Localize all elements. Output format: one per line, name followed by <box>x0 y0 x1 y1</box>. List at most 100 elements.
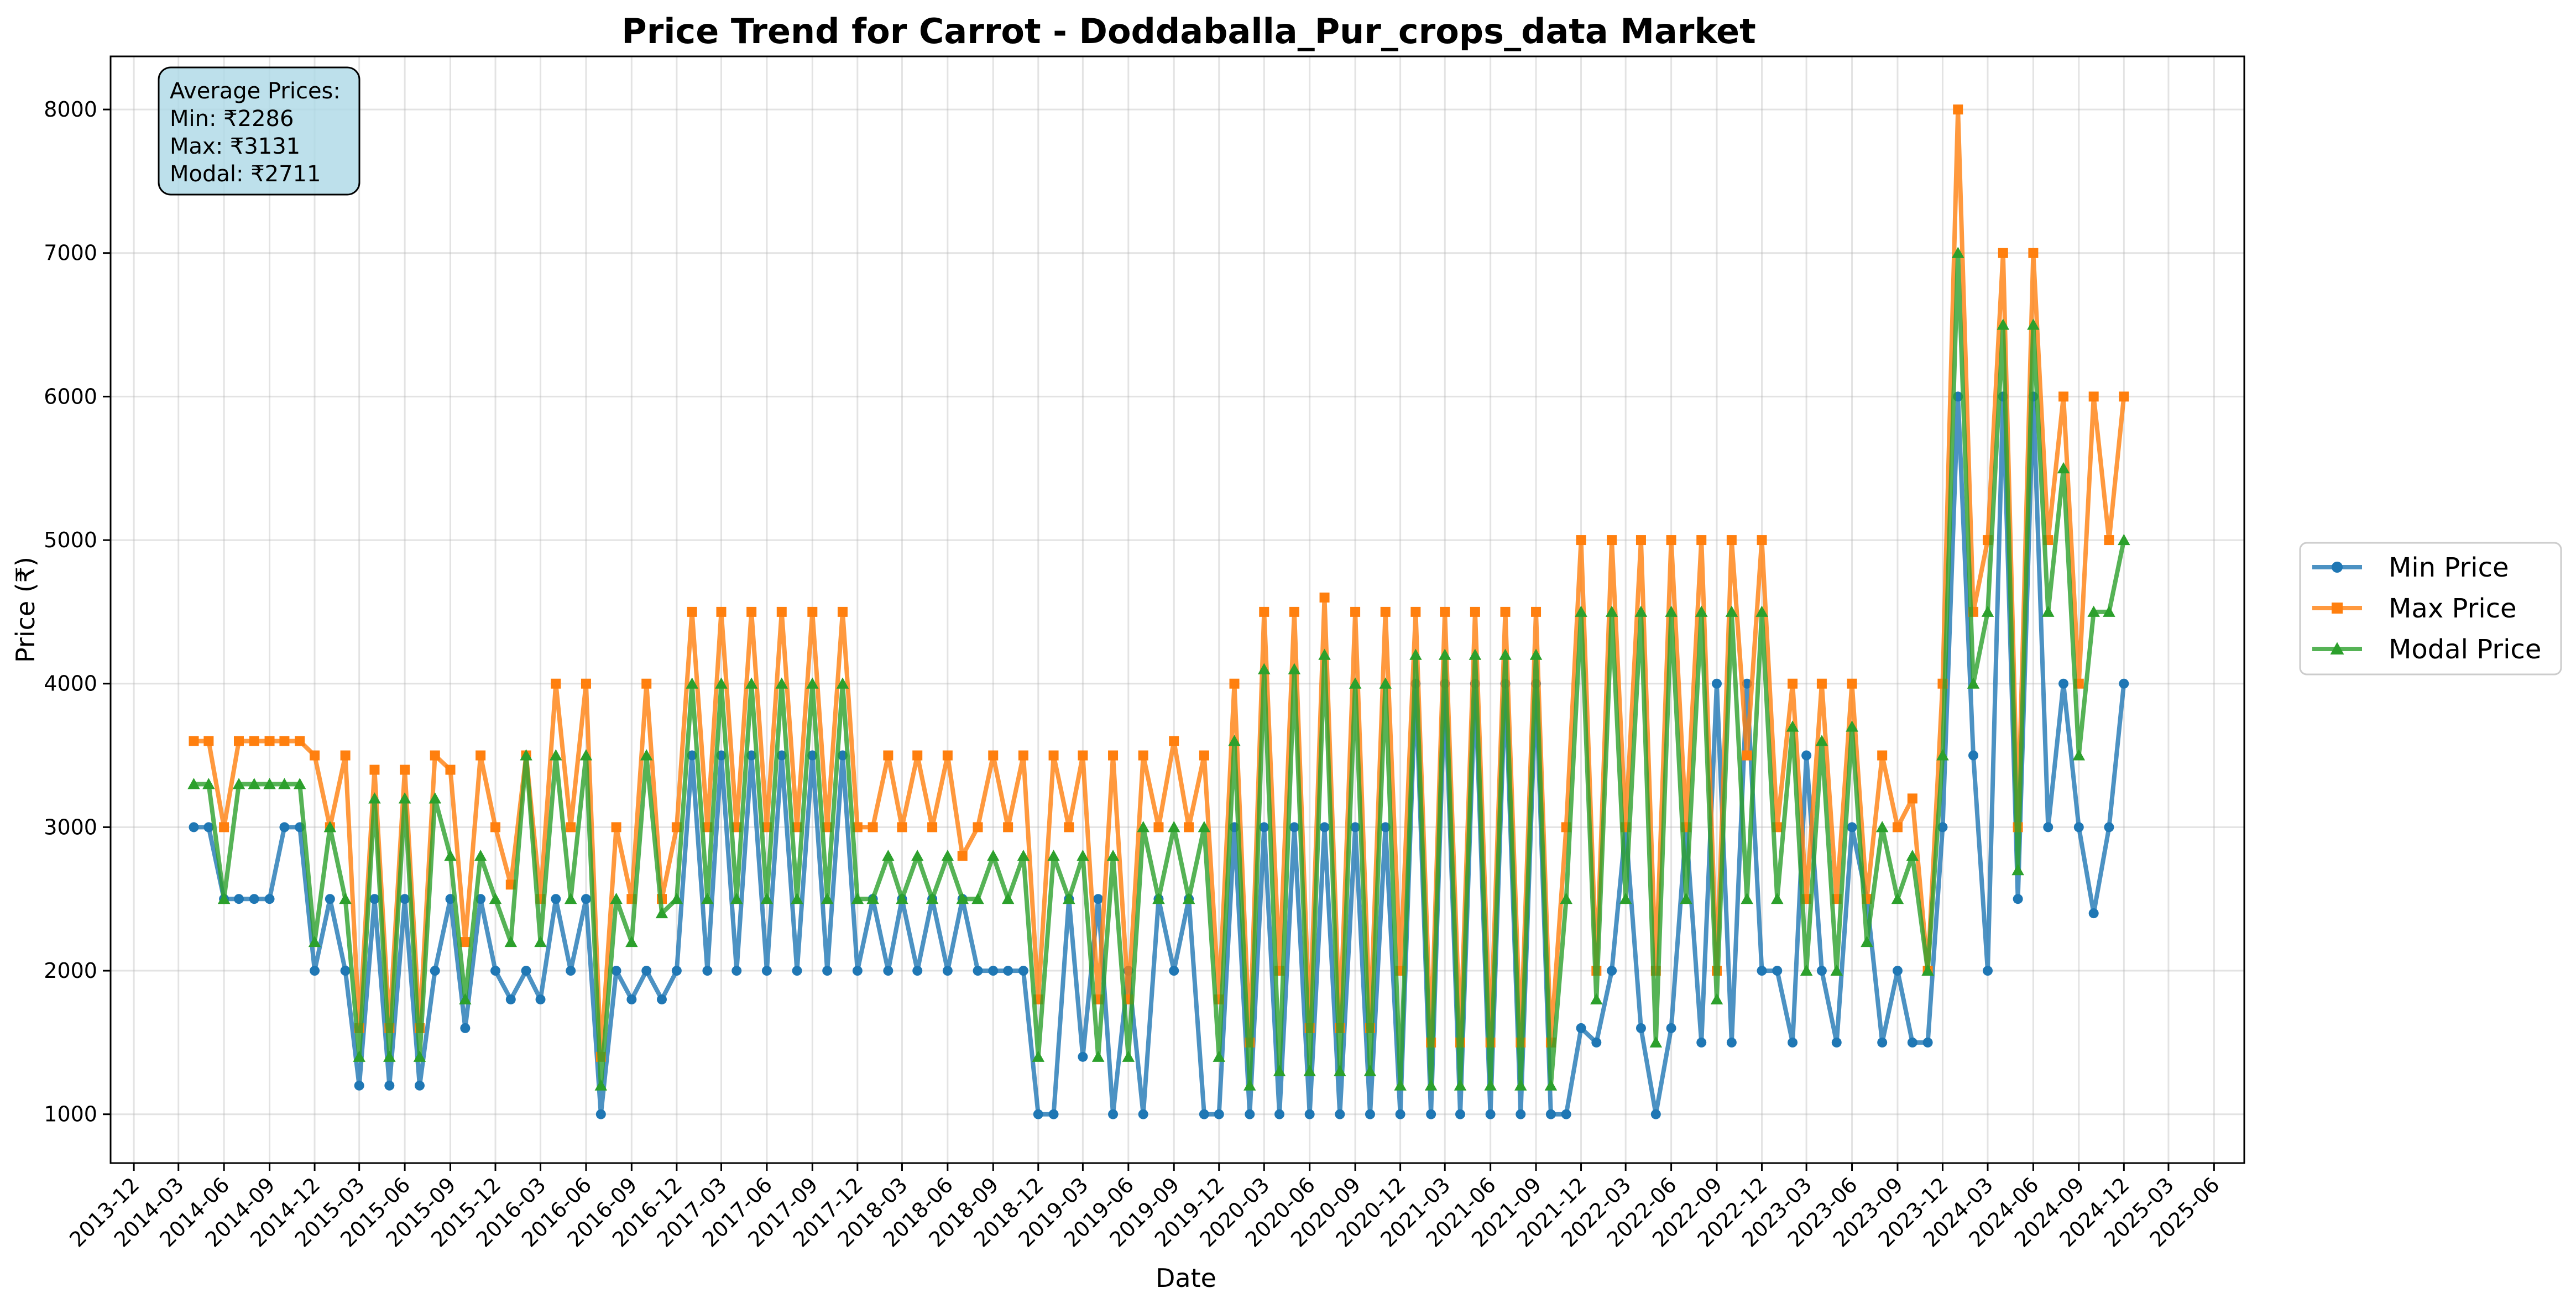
max-price-point <box>776 606 787 617</box>
min-price-point <box>1982 966 1993 976</box>
min-price-point <box>746 750 757 761</box>
legend-marker-min-price <box>2332 562 2343 573</box>
max-price-point <box>219 822 229 832</box>
min-price-point <box>1426 1109 1436 1119</box>
min-price-point <box>1561 1109 1571 1119</box>
modal-price-point <box>806 677 819 689</box>
max-price-point <box>310 750 320 761</box>
stats-min: Min: ₹2286 <box>170 106 294 132</box>
modal-price-point <box>1122 1050 1135 1062</box>
min-price-point <box>1516 1109 1526 1119</box>
min-price-point <box>1304 1109 1315 1119</box>
max-price-point <box>1018 750 1028 761</box>
modal-price-point <box>308 935 321 947</box>
modal-price-point <box>429 792 441 804</box>
modal-price-point <box>1921 964 1934 976</box>
min-price-point <box>1666 1023 1676 1033</box>
modal-price-point <box>2118 533 2130 546</box>
min-price-point <box>340 966 351 976</box>
max-price-point <box>340 750 351 761</box>
min-price-point <box>2104 822 2114 832</box>
min-price-point <box>400 894 410 904</box>
modal-price-point <box>1288 663 1301 674</box>
modal-price-point <box>550 749 562 761</box>
modal-price-point <box>1047 850 1060 861</box>
max-price-point <box>1666 535 1676 546</box>
modal-price-point <box>474 850 487 861</box>
modal-price-point <box>1846 720 1858 732</box>
max-price-point <box>761 822 772 832</box>
max-price-point <box>807 606 818 617</box>
min-price-point <box>2058 678 2069 689</box>
modal-price-point <box>1665 605 1678 617</box>
min-price-point <box>1395 1109 1405 1119</box>
modal-price-point <box>760 892 774 904</box>
max-price-point <box>852 822 863 832</box>
min-price-point <box>792 966 802 976</box>
modal-price-point <box>1936 749 1949 761</box>
modal-price-point <box>217 892 231 904</box>
modal-price-point <box>1575 605 1587 617</box>
min-price-point <box>1078 1051 1088 1062</box>
modal-price-point <box>1634 605 1648 617</box>
min-price-point <box>1591 1037 1602 1048</box>
modal-price-point <box>202 778 215 789</box>
max-price-point <box>430 750 440 761</box>
modal-price-point <box>1710 993 1723 1004</box>
y-tick-label: 1000 <box>44 1102 97 1127</box>
min-price-point <box>687 750 697 761</box>
min-price-point <box>641 966 652 976</box>
min-price-point <box>1968 750 1979 761</box>
max-price-point <box>1788 678 1798 689</box>
modal-price-point <box>248 778 261 789</box>
min-price-point <box>264 894 275 904</box>
min-price-point <box>1696 1037 1707 1048</box>
modal-price-point <box>971 892 984 904</box>
chart-title: Price Trend for Carrot - Doddaballa_Pur_… <box>621 11 1755 51</box>
max-price-point <box>2104 535 2114 546</box>
max-price-point <box>551 678 561 689</box>
modal-price-point <box>2057 462 2070 474</box>
min-price-point <box>384 1080 395 1091</box>
max-price-point <box>1816 678 1827 689</box>
min-price-point <box>325 894 335 904</box>
legend-label-min-price: Min Price <box>2389 552 2509 583</box>
max-price-point <box>1153 822 1164 832</box>
max-price-point <box>1576 535 1586 546</box>
min-price-point <box>203 822 214 832</box>
max-price-point <box>189 736 199 746</box>
min-price-point <box>1274 1109 1285 1119</box>
max-price-point <box>1607 535 1617 546</box>
min-price-point <box>1937 822 1948 832</box>
modal-price-point <box>610 892 623 904</box>
modal-price-point <box>775 677 788 689</box>
modal-price-point <box>2042 605 2055 617</box>
average-prices-box: Average Prices: Min: ₹2286 Max: ₹3131 Mo… <box>158 66 360 196</box>
max-price-point <box>1138 750 1148 761</box>
modal-price-point <box>1861 935 1873 947</box>
modal-price-point <box>896 892 908 904</box>
modal-price-point <box>520 749 532 761</box>
min-price-point <box>189 822 199 832</box>
modal-price-point <box>1906 850 1919 861</box>
modal-price-point <box>1590 993 1603 1004</box>
modal-price-point <box>1063 892 1075 904</box>
min-price-point <box>702 966 713 976</box>
max-price-point <box>1500 606 1511 617</box>
plot-area-frame <box>109 55 2245 1164</box>
min-price-point <box>731 966 742 976</box>
modal-price-point <box>686 677 698 689</box>
max-price-point <box>957 851 968 861</box>
min-price-point <box>249 894 259 904</box>
modal-price-point <box>1213 1050 1225 1062</box>
max-price-point <box>2119 391 2129 402</box>
modal-price-point <box>745 677 758 689</box>
modal-price-point <box>1469 648 1482 660</box>
modal-price-point <box>1152 892 1165 904</box>
modal-price-series <box>187 247 2130 1091</box>
max-price-point <box>1742 750 1752 761</box>
min-price-point <box>1138 1109 1148 1119</box>
min-price-point <box>1350 822 1361 832</box>
modal-price-point <box>1800 964 1813 976</box>
min-price-point <box>1726 1037 1737 1048</box>
